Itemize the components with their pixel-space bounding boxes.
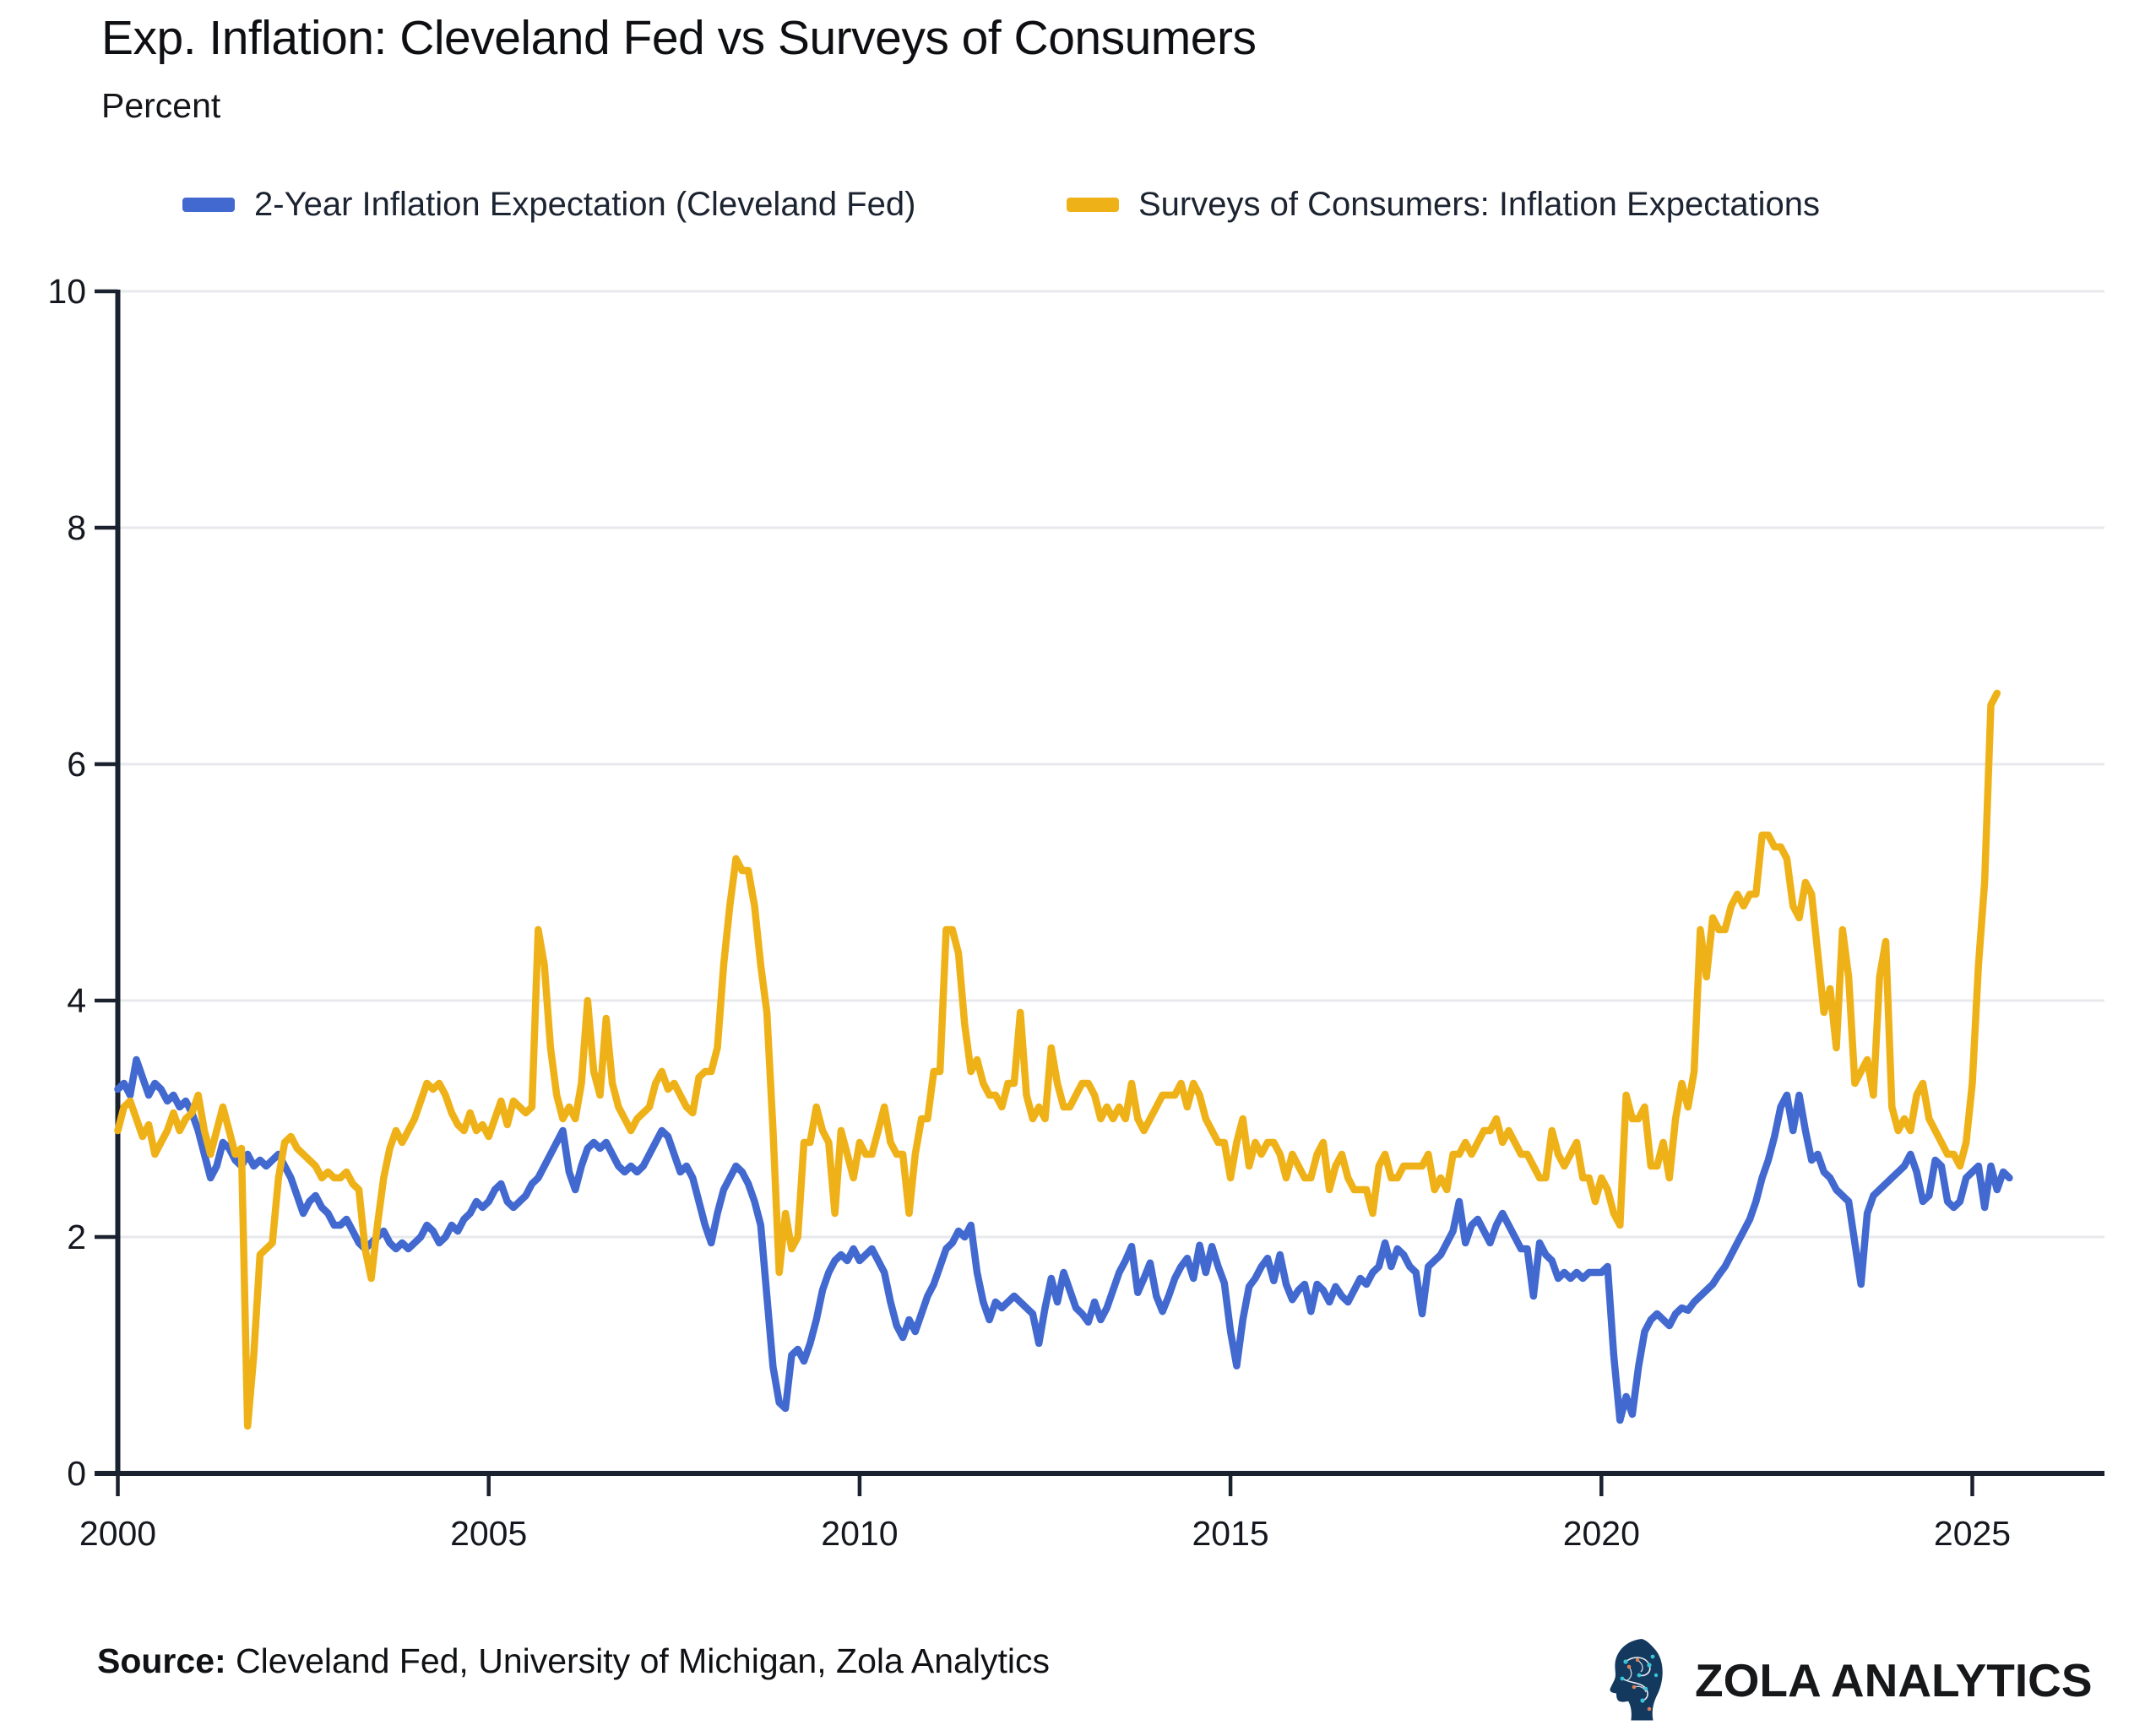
x-tick-label: 2015	[1192, 1514, 1268, 1553]
x-tick-label: 2000	[79, 1514, 156, 1553]
cleveland_fed-line	[114, 1055, 2013, 1424]
y-tick-label: 6	[67, 745, 86, 784]
y-tick-label: 2	[67, 1218, 86, 1256]
page-title: Exp. Inflation: Cleveland Fed vs Surveys…	[101, 11, 1257, 65]
consumer_survey-line	[114, 689, 2001, 1430]
legend-item-cleveland-fed: 2-Year Inflation Expectation (Cleveland …	[182, 185, 916, 223]
y-tick-label: 0	[67, 1454, 86, 1493]
legend-swatch-cleveland-fed-icon	[182, 197, 235, 212]
zola-analytics-logo: ZOLA ANALYTICS	[1609, 1638, 2093, 1722]
x-tick-label: 2025	[1934, 1514, 2011, 1553]
brand-name: ZOLA ANALYTICS	[1695, 1654, 2093, 1706]
legend-label: 2-Year Inflation Expectation (Cleveland …	[254, 185, 916, 223]
chart-subtitle: Percent	[101, 86, 221, 125]
legend-item-consumer-survey: Surveys of Consumers: Inflation Expectat…	[1067, 185, 1821, 223]
source-text: Cleveland Fed, University of Michigan, Z…	[225, 1641, 1050, 1680]
x-tick-label: 2010	[821, 1514, 898, 1553]
legend-label: Surveys of Consumers: Inflation Expectat…	[1138, 185, 1821, 223]
legend-swatch-consumer-survey-icon	[1067, 197, 1119, 212]
x-tick-label: 2020	[1563, 1514, 1640, 1553]
y-tick-label: 10	[47, 272, 86, 311]
y-tick-label: 8	[67, 508, 86, 547]
circuit-head-icon	[1610, 1639, 1663, 1721]
y-tick-label: 4	[67, 981, 86, 1020]
source-label: Source:	[97, 1641, 226, 1680]
source-note: Source: Cleveland Fed, University of Mic…	[97, 1641, 1050, 1681]
x-tick-label: 2005	[450, 1514, 527, 1553]
